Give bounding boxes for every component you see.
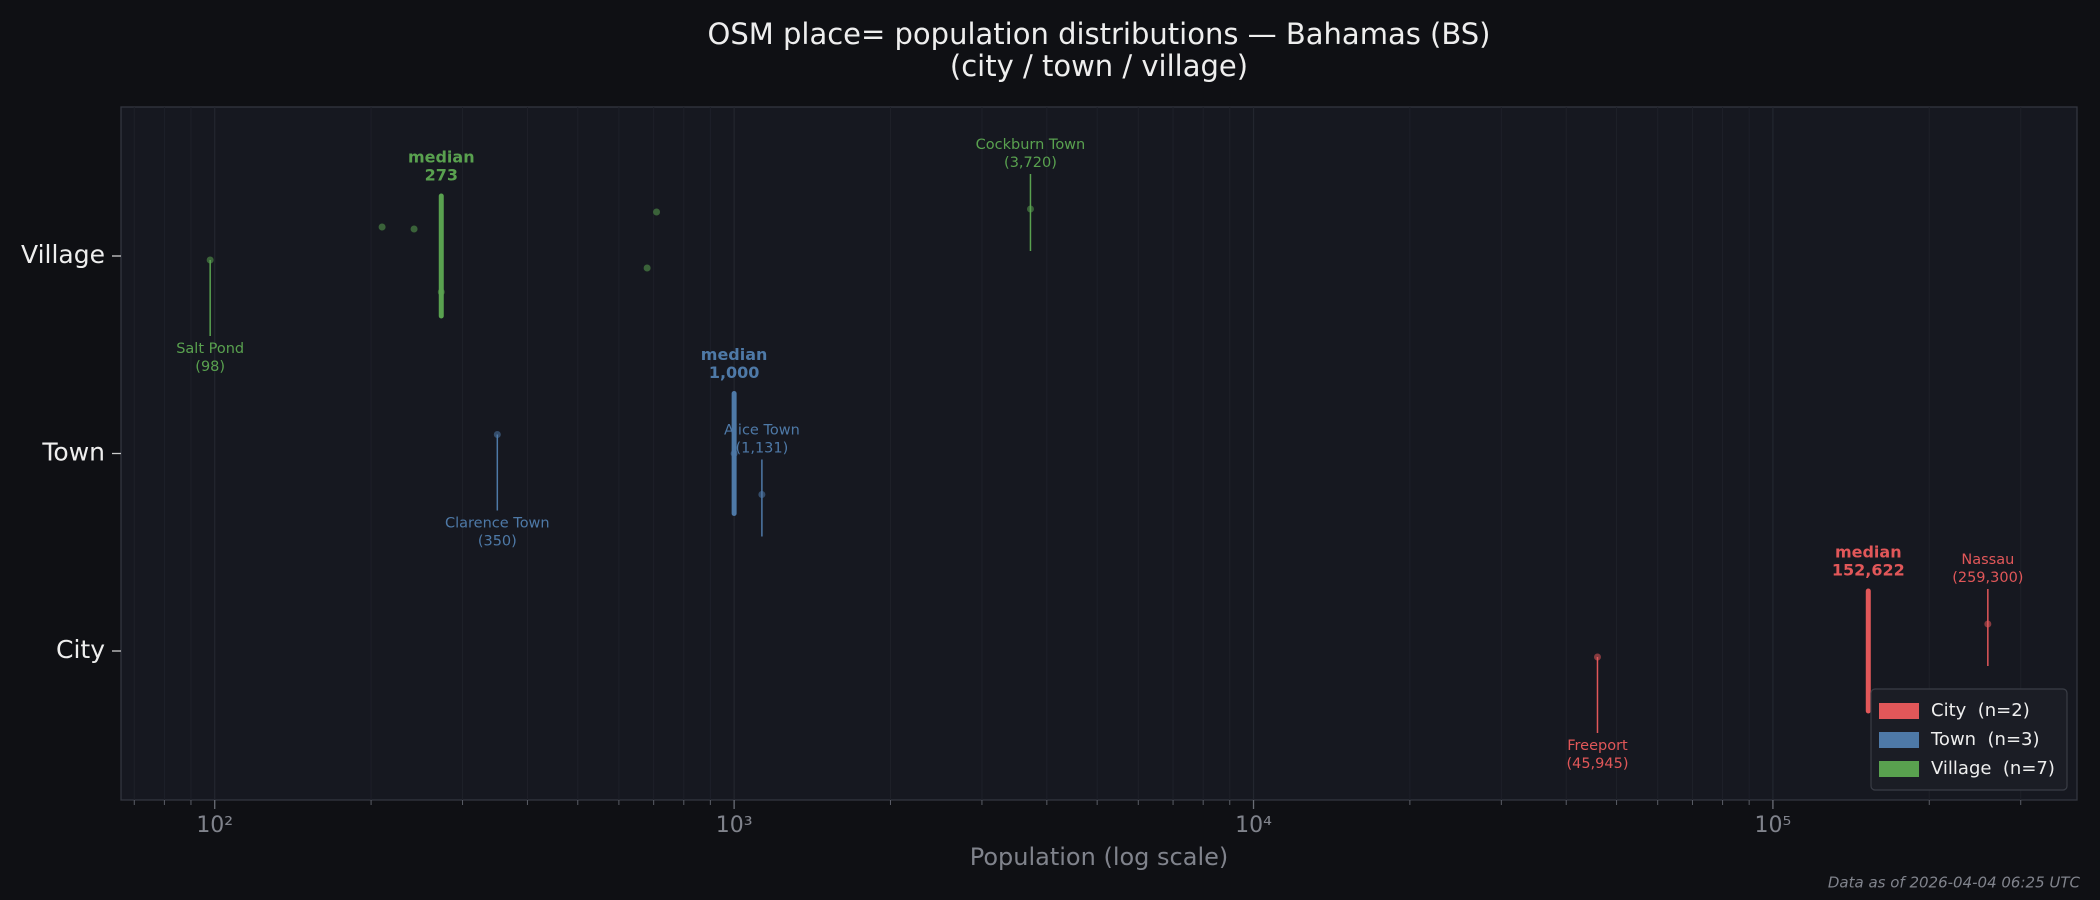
median-value: 152,622 (1832, 561, 1905, 580)
y-tick-label: City (56, 635, 105, 664)
annotation-value: (3,720) (1004, 155, 1057, 171)
legend-swatch (1879, 761, 1919, 777)
annotation-name: Nassau (1961, 552, 2014, 568)
legend-swatch (1879, 703, 1919, 719)
annotation-name: Alice Town (724, 423, 800, 439)
median-text: median (701, 345, 768, 364)
x-tick-label: 10⁴ (1235, 813, 1272, 838)
x-tick-label: 10³ (716, 813, 753, 838)
annotation-name: Salt Pond (176, 341, 244, 357)
legend-swatch (1879, 732, 1919, 748)
annotation-value: (1,131) (735, 441, 788, 457)
median-text: median (408, 148, 475, 167)
point (643, 264, 651, 272)
median-text: median (1835, 543, 1902, 562)
point (378, 223, 386, 231)
chart-title: OSM place= population distributions — Ba… (708, 17, 1491, 51)
legend-label: Town (n=3) (1930, 729, 2040, 750)
chart-subtitle: (city / town / village) (950, 49, 1248, 83)
annotation-name: Cockburn Town (976, 137, 1086, 153)
x-axis-label: Population (log scale) (970, 843, 1229, 871)
y-tick-label: Village (21, 240, 105, 269)
annotation-value: (350) (478, 534, 517, 550)
legend-label: Village (n=7) (1931, 758, 2055, 779)
y-tick-label: Town (41, 438, 105, 467)
legend-label: City (n=2) (1931, 700, 2030, 721)
annotation-name: Freeport (1567, 738, 1628, 754)
point (653, 208, 661, 216)
annotation-value: (45,945) (1566, 756, 1628, 772)
annotation-value: (259,300) (1952, 570, 2023, 586)
plot-area (120, 106, 2078, 801)
point (410, 225, 418, 233)
footer: Data as of 2026-04-04 06:25 UTC (1828, 874, 2081, 892)
annotation-name: Clarence Town (445, 516, 550, 532)
x-tick-label: 10² (196, 813, 233, 838)
legend-box (1870, 688, 2068, 791)
x-tick-label: 10⁵ (1755, 813, 1792, 838)
median-value: 1,000 (709, 363, 760, 382)
annotation-value: (98) (195, 359, 225, 375)
legend: City (n=2) Town (n=3) Village (n=7) (1870, 688, 2068, 791)
median-value: 273 (425, 166, 458, 185)
